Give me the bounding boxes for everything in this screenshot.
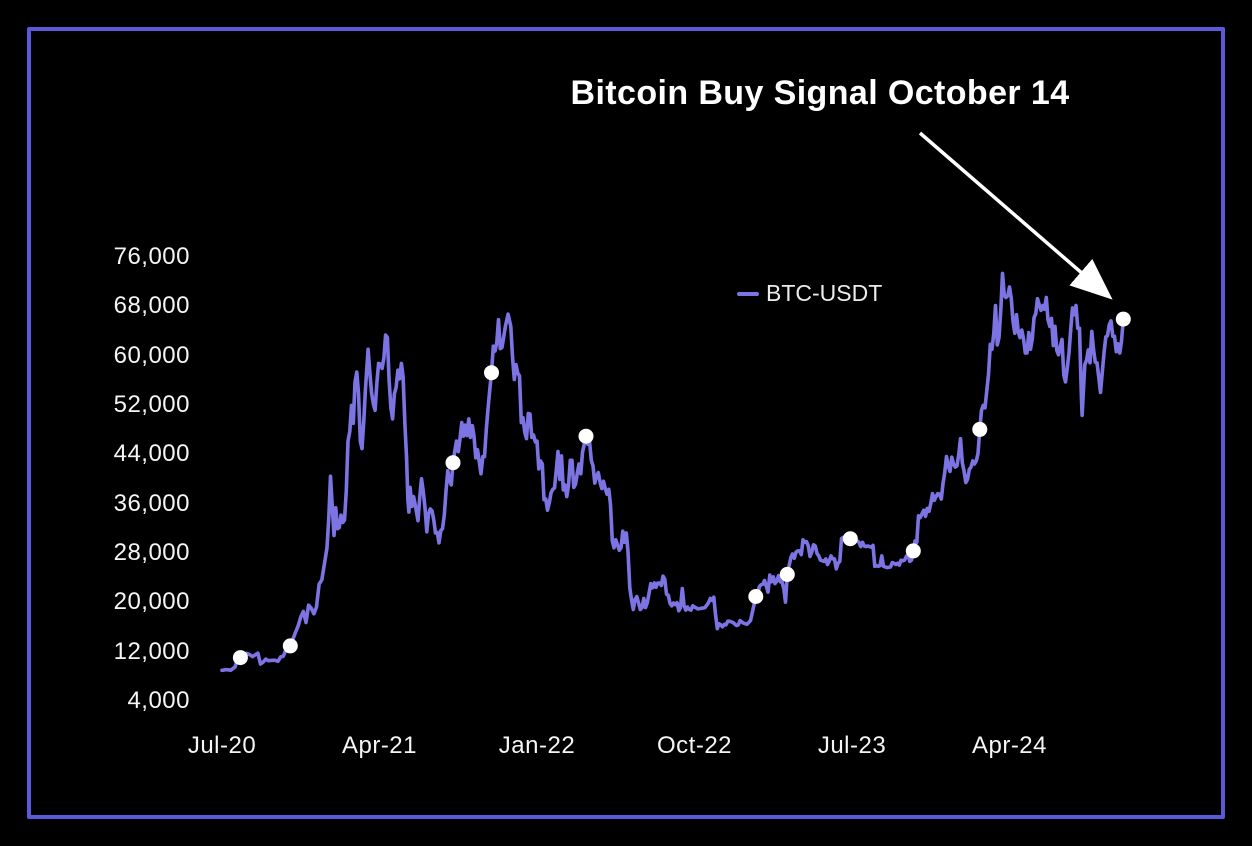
y-tick-label: 44,000 (113, 440, 190, 468)
x-tick-label: Apr-21 (341, 732, 418, 759)
buy-signal-marker (779, 566, 795, 582)
y-tick-label: 68,000 (113, 292, 190, 320)
buy-signal-marker (905, 543, 921, 559)
chart-frame-border (27, 27, 1225, 819)
legend: BTC-USDT (737, 280, 882, 307)
buy-signal-marker (748, 589, 764, 604)
x-axis-tick-labels: Jul-20 Apr-21 Jan-22 Oct-22 Jul-23 Apr-24 (0, 732, 1252, 772)
btc-price-line (220, 271, 1126, 673)
buy-signal-marker (1115, 311, 1131, 327)
x-tick-label: Oct-22 (656, 732, 733, 759)
y-tick-label: 52,000 (113, 391, 190, 418)
x-tick-label: Jul-20 (187, 732, 257, 759)
x-tick-label: Apr-24 (971, 732, 1048, 759)
x-tick-label: Jul-23 (817, 732, 887, 759)
y-tick-label: 28,000 (113, 539, 190, 566)
buy-signal-marker (232, 650, 248, 666)
y-tick-label: 20,000 (113, 588, 190, 616)
y-tick-label: 12,000 (113, 637, 190, 665)
annotation-arrow (918, 131, 1113, 300)
buy-signal-marker (842, 531, 858, 547)
y-tick-label: 76,000 (113, 243, 190, 270)
legend-label: BTC-USDT (766, 280, 883, 306)
buy-signal-marker (282, 638, 298, 654)
x-tick-label: Jan-22 (498, 732, 576, 759)
y-tick-label: 36,000 (113, 489, 190, 517)
y-tick-label: 60,000 (113, 341, 190, 369)
y-tick-label: 4,000 (127, 687, 190, 714)
legend-line-swatch (737, 291, 759, 296)
buy-signal-marker (484, 365, 499, 381)
chart-title: Bitcoin Buy Signal October 14 (570, 74, 1070, 112)
buy-signal-marker (972, 421, 988, 437)
buy-signal-marker (578, 428, 594, 444)
buy-signal-marker (445, 455, 461, 471)
